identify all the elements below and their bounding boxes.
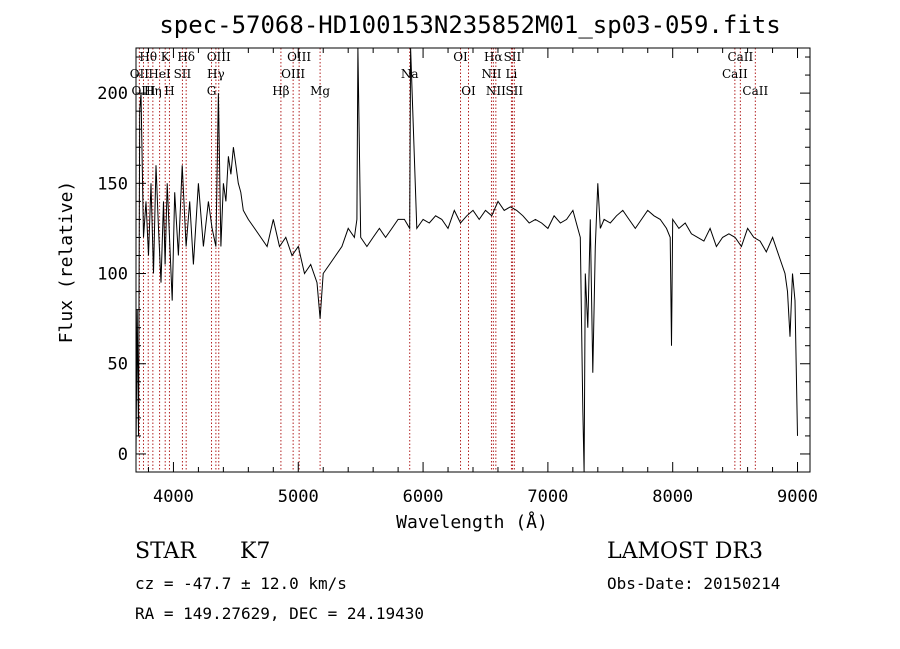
x-axis-label: Wavelength (Å) [396, 511, 548, 533]
y-axis-label: Flux (relative) [56, 181, 77, 344]
emission-line-label: CaII [722, 67, 748, 81]
redshift-velocity: cz = -47.7 ± 12.0 km/s [135, 574, 347, 593]
x-tick-label: 7000 [527, 487, 568, 507]
plot-frame [135, 47, 811, 473]
y-tick-label: 100 [97, 265, 128, 285]
x-tick-label: 8000 [652, 487, 693, 507]
emission-line-label: Hδ [177, 50, 195, 64]
emission-line-label: Hβ [272, 84, 289, 98]
x-tick-label: 6000 [403, 487, 444, 507]
coordinates: RA = 149.27629, DEC = 24.19430 [135, 604, 424, 623]
emission-line-label: NII [486, 84, 506, 98]
emission-line-label: K [161, 50, 171, 64]
emission-line-label: OII [130, 67, 150, 81]
emission-line-label: Hθ [139, 50, 157, 64]
spectrum-line [135, 47, 798, 473]
x-axis-ticks: 4000 5000 6000 7000 8000 9000 [147, 48, 818, 507]
y-tick-label: 50 [108, 355, 128, 375]
emission-line-label: SII [505, 84, 523, 98]
emission-line-label: OIII [131, 84, 155, 98]
emission-line-label: OI [453, 50, 468, 64]
emission-line-markers [138, 48, 756, 472]
emission-line-label: CaII [742, 84, 768, 98]
emission-line-label: Hγ [207, 67, 225, 81]
emission-line-label: SII [174, 67, 192, 81]
observation-date: Obs-Date: 20150214 [607, 574, 780, 593]
x-tick-label: 9000 [777, 487, 818, 507]
y-tick-label: 150 [97, 174, 128, 194]
emission-line-label: NII [481, 67, 501, 81]
emission-line-label: HeI [148, 67, 171, 81]
y-tick-label: 0 [118, 445, 128, 465]
x-tick-label: 5000 [278, 487, 319, 507]
emission-line-label: OI [461, 84, 476, 98]
emission-line-label: Mg [310, 84, 330, 98]
emission-line-label: OIII [281, 67, 305, 81]
emission-line-label: G [207, 84, 217, 98]
emission-line-label: Hα [484, 50, 503, 64]
emission-line-label: Li [506, 67, 518, 81]
emission-line-label: SII [504, 50, 522, 64]
emission-line-label: Hη [144, 84, 162, 98]
chart-title: spec-57068-HD100153N235852M01_sp03-059.f… [159, 11, 780, 39]
survey-name: LAMOST DR3 [607, 539, 763, 564]
object-class: STAR [135, 539, 197, 564]
emission-line-label: H [164, 84, 174, 98]
emission-line-label: OIII [287, 50, 311, 64]
y-tick-label: 200 [97, 84, 128, 104]
spectral-subclass: K7 [240, 539, 270, 564]
emission-line-label: CaII [727, 50, 753, 64]
y-axis-ticks: 0 50 100 150 200 [97, 56, 810, 465]
emission-line-label: Na [401, 67, 419, 81]
emission-line-label: OIII [207, 50, 231, 64]
x-tick-label: 4000 [153, 487, 194, 507]
